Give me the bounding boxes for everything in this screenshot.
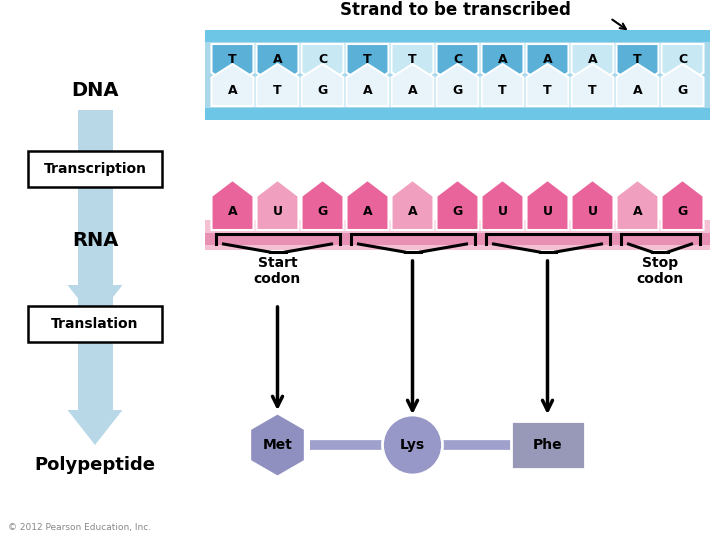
Polygon shape xyxy=(616,44,659,86)
FancyBboxPatch shape xyxy=(78,110,112,285)
Text: A: A xyxy=(228,205,238,218)
Polygon shape xyxy=(526,64,569,106)
FancyBboxPatch shape xyxy=(78,260,112,410)
Polygon shape xyxy=(662,64,703,106)
Polygon shape xyxy=(572,44,613,86)
Polygon shape xyxy=(256,64,299,106)
Polygon shape xyxy=(436,44,479,86)
FancyBboxPatch shape xyxy=(28,306,162,342)
Polygon shape xyxy=(212,180,253,230)
FancyBboxPatch shape xyxy=(205,233,710,245)
Text: T: T xyxy=(408,53,417,66)
Polygon shape xyxy=(572,180,613,230)
Text: A: A xyxy=(633,84,642,97)
Polygon shape xyxy=(392,64,433,106)
Polygon shape xyxy=(616,64,659,106)
Polygon shape xyxy=(302,180,343,230)
Text: T: T xyxy=(363,53,372,66)
Text: A: A xyxy=(363,205,372,218)
Text: T: T xyxy=(543,84,552,97)
Text: T: T xyxy=(633,53,642,66)
Text: A: A xyxy=(408,205,418,218)
Polygon shape xyxy=(256,180,299,230)
Polygon shape xyxy=(392,180,433,230)
Text: Stop
codon: Stop codon xyxy=(636,256,683,286)
Text: U: U xyxy=(272,205,282,218)
Text: G: G xyxy=(678,205,688,218)
FancyBboxPatch shape xyxy=(510,421,585,469)
Text: Phe: Phe xyxy=(533,438,562,452)
Text: C: C xyxy=(318,53,327,66)
Polygon shape xyxy=(616,180,659,230)
Polygon shape xyxy=(346,180,389,230)
Text: A: A xyxy=(498,53,508,66)
Polygon shape xyxy=(436,64,479,106)
Text: A: A xyxy=(273,53,282,66)
Polygon shape xyxy=(392,44,433,86)
Polygon shape xyxy=(68,410,122,445)
Polygon shape xyxy=(482,64,523,106)
Text: A: A xyxy=(228,84,238,97)
Polygon shape xyxy=(68,285,122,320)
Text: T: T xyxy=(228,53,237,66)
Text: A: A xyxy=(408,84,418,97)
FancyBboxPatch shape xyxy=(205,220,710,250)
Text: Met: Met xyxy=(263,438,292,452)
Text: G: G xyxy=(452,205,463,218)
Text: A: A xyxy=(588,53,598,66)
Polygon shape xyxy=(662,180,703,230)
Polygon shape xyxy=(346,64,389,106)
Text: T: T xyxy=(273,84,282,97)
Polygon shape xyxy=(212,44,253,86)
Polygon shape xyxy=(436,180,479,230)
Circle shape xyxy=(382,415,443,475)
FancyBboxPatch shape xyxy=(205,108,710,120)
Polygon shape xyxy=(302,64,343,106)
Text: Lys: Lys xyxy=(400,438,425,452)
Text: G: G xyxy=(678,84,688,97)
Text: T: T xyxy=(588,84,597,97)
Text: © 2012 Pearson Education, Inc.: © 2012 Pearson Education, Inc. xyxy=(8,523,151,532)
Text: Polypeptide: Polypeptide xyxy=(35,456,156,474)
Text: Start
codon: Start codon xyxy=(254,256,301,286)
Text: RNA: RNA xyxy=(72,231,118,249)
Text: Translation: Translation xyxy=(51,317,139,331)
FancyBboxPatch shape xyxy=(28,151,162,187)
Text: U: U xyxy=(588,205,598,218)
Text: G: G xyxy=(452,84,463,97)
FancyBboxPatch shape xyxy=(205,30,710,42)
Polygon shape xyxy=(482,180,523,230)
Polygon shape xyxy=(526,44,569,86)
Text: DNA: DNA xyxy=(71,80,119,99)
Text: Strand to be transcribed: Strand to be transcribed xyxy=(340,1,570,19)
Text: U: U xyxy=(498,205,508,218)
Polygon shape xyxy=(346,44,389,86)
Text: U: U xyxy=(542,205,552,218)
Text: A: A xyxy=(363,84,372,97)
Polygon shape xyxy=(482,44,523,86)
FancyBboxPatch shape xyxy=(205,30,710,120)
Text: T: T xyxy=(498,84,507,97)
Text: A: A xyxy=(543,53,552,66)
Text: Transcription: Transcription xyxy=(43,162,146,176)
Text: G: G xyxy=(318,84,328,97)
Polygon shape xyxy=(256,44,299,86)
Polygon shape xyxy=(212,64,253,106)
Text: C: C xyxy=(453,53,462,66)
Text: C: C xyxy=(678,53,687,66)
Polygon shape xyxy=(526,180,569,230)
Polygon shape xyxy=(572,64,613,106)
Polygon shape xyxy=(662,44,703,86)
Polygon shape xyxy=(302,44,343,86)
Text: G: G xyxy=(318,205,328,218)
Text: A: A xyxy=(633,205,642,218)
